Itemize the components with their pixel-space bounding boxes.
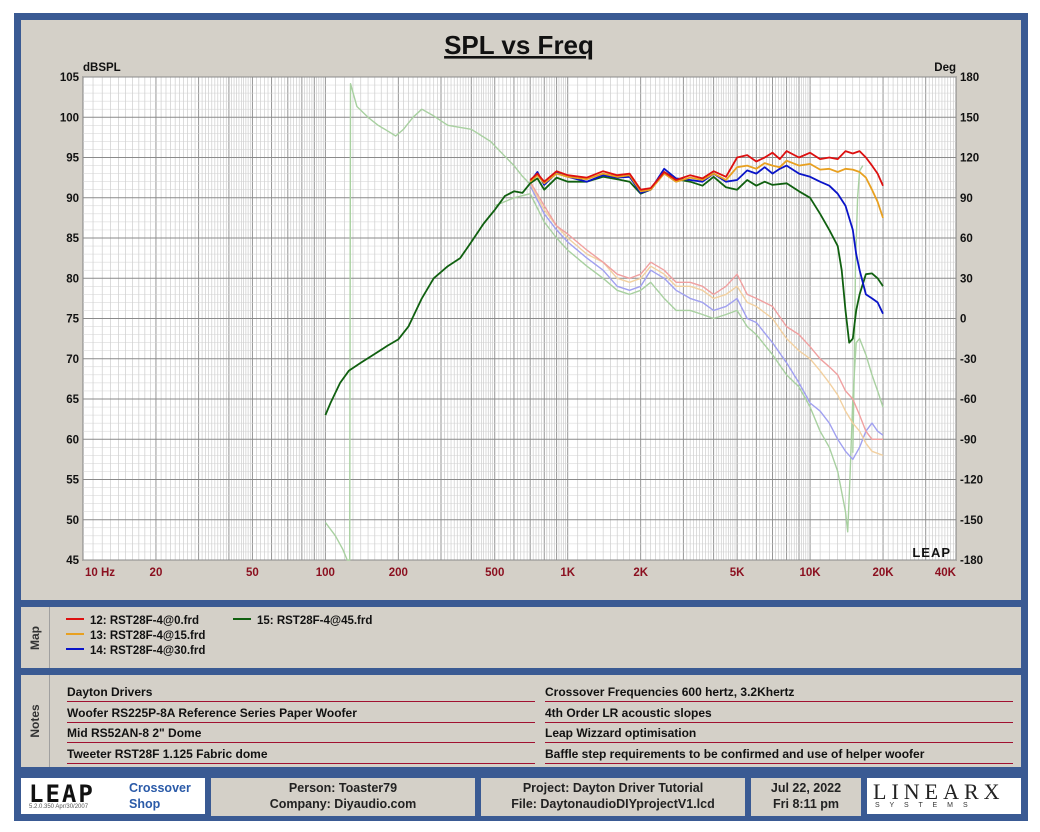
app-name: Crossover Shop [129,780,191,812]
x-tick-label: 2K [633,567,648,579]
grid [82,76,957,561]
version-text: 5.2.0.350 Apr/30/2007 [29,804,89,810]
y2-tick-label: -90 [960,434,977,446]
y2-tick-label: -180 [960,555,983,567]
file-text: File: DaytonaudioDIYprojectV1.lcd [511,797,715,811]
x-tick-label: 20 [150,567,163,579]
x-tick-label: 50 [246,567,259,579]
series-layer [324,83,884,561]
series-line [324,83,531,561]
y-tick-label: 70 [66,354,79,366]
map-side-label: Map [21,607,50,668]
series-line [529,164,884,315]
y2-tick-label: 150 [960,112,979,124]
y-tick-label: 95 [66,153,79,165]
project-text: Project: Dayton Driver Tutorial [522,781,704,795]
app-name-line1: Crossover [129,781,191,795]
y2-tick-label: -120 [960,475,983,487]
chart-title: SPL vs Freq [444,30,594,60]
y-tick-label: 60 [66,434,79,446]
y2-tick-label: 180 [960,72,979,84]
y2-tick-label: -30 [960,354,977,366]
y-tick-label: 45 [66,555,79,567]
project-box: Project: Dayton Driver Tutorial File: Da… [481,778,745,816]
note-line[interactable]: Dayton Drivers [67,684,535,702]
y2-axis-label: Deg [934,62,956,74]
legend-item[interactable]: 15: RST28F-4@45.frd [233,615,372,627]
y2-tick-label: 30 [960,273,973,285]
y-tick-label: 55 [66,475,79,487]
y-tick-label: 85 [66,233,79,245]
note-line[interactable]: Mid RS52AN-8 2" Dome [67,725,535,743]
notes-side-label: Notes [21,675,50,767]
brand-box: LINEARX S Y S T E M S [867,778,1021,814]
legend-swatch [66,632,84,635]
note-line[interactable]: Crossover Frequencies 600 hertz, 3.2Kher… [545,684,1013,702]
y-tick-label: 65 [66,394,79,406]
linearx-logo: LINEARX [873,779,1005,804]
x-tick-label: 10 Hz [85,567,115,579]
y-tick-label: 100 [60,112,79,124]
y2-tick-label: 60 [960,233,973,245]
y-tick-label: 90 [66,193,79,205]
chart-panel: SPL vs Freq dBSPL Deg 105 100 95 90 85 80 75 70… [21,20,1021,600]
time-text: Fri 8:11 pm [773,797,839,811]
person-text: Person: Toaster79 [288,781,398,795]
y-tick-label: 80 [66,273,79,285]
app-name-line2: Shop [129,797,161,811]
y2-tick-label: -150 [960,515,983,527]
legend-item[interactable]: 14: RST28F-4@30.frd [66,645,205,657]
tick-labels: 105 100 95 90 85 80 75 70 65 60 55 50 45 180 150 120 90 6… [60,72,983,579]
x-tick-label: 200 [389,567,408,579]
y2-tick-label: 0 [960,314,966,326]
spl-chart: SPL vs Freq dBSPL Deg 105 100 95 90 85 80 75 70… [60,30,983,579]
company-text: Company: Diyaudio.com [269,797,417,811]
note-line[interactable]: Woofer RS225P-8A Reference Series Paper … [67,705,535,723]
note-line[interactable]: Leap Wizzard optimisation [545,725,1013,743]
note-line[interactable]: 4th Order LR acoustic slopes [545,705,1013,723]
leap-logo: LEAP [29,780,95,808]
date-text: Jul 22, 2022 [770,781,842,795]
x-tick-label: 20K [872,567,894,579]
y-tick-label: 75 [66,314,79,326]
linearx-subtitle: S Y S T E M S [875,802,972,809]
x-tick-label: 5K [730,567,745,579]
x-tick-label: 100 [316,567,335,579]
y-axis-label: dBSPL [83,62,121,74]
map-panel: Map 12: RST28F-4@0.frd 13: RST28F-4@15.f… [21,607,1021,668]
y2-tick-label: 120 [960,153,979,165]
x-tick-label: 10K [800,567,822,579]
series-line [494,193,884,533]
notes-panel: Notes Dayton Drivers Woofer RS225P-8A Re… [21,675,1021,767]
series-line [529,159,884,219]
legend-swatch [233,617,251,620]
note-line[interactable]: Baffle step requirements to be confirmed… [545,746,1013,764]
leap-watermark: LEAP [912,545,951,560]
footer-logo-box: LEAP 5.2.0.350 Apr/30/2007 Crossover Sho… [21,778,205,814]
note-line[interactable]: Tweeter RST28F 1.125 Fabric dome [67,746,535,764]
legend-swatch [66,617,84,620]
y-tick-label: 50 [66,515,79,527]
x-tick-label: 500 [485,567,504,579]
x-tick-label: 1K [560,567,575,579]
legend-item[interactable]: 13: RST28F-4@15.frd [66,630,205,642]
y2-tick-label: 90 [960,193,973,205]
series-line [529,185,884,461]
series-line [529,181,883,440]
datetime-box: Jul 22, 2022 Fri 8:11 pm [751,778,861,816]
legend-swatch [66,647,84,650]
x-tick-label: 40K [935,567,957,579]
y-tick-label: 105 [60,72,80,84]
person-box: Person: Toaster79 Company: Diyaudio.com [211,778,475,816]
series-line [529,150,884,191]
y2-tick-label: -60 [960,394,977,406]
legend-item[interactable]: 12: RST28F-4@0.frd [66,615,199,627]
